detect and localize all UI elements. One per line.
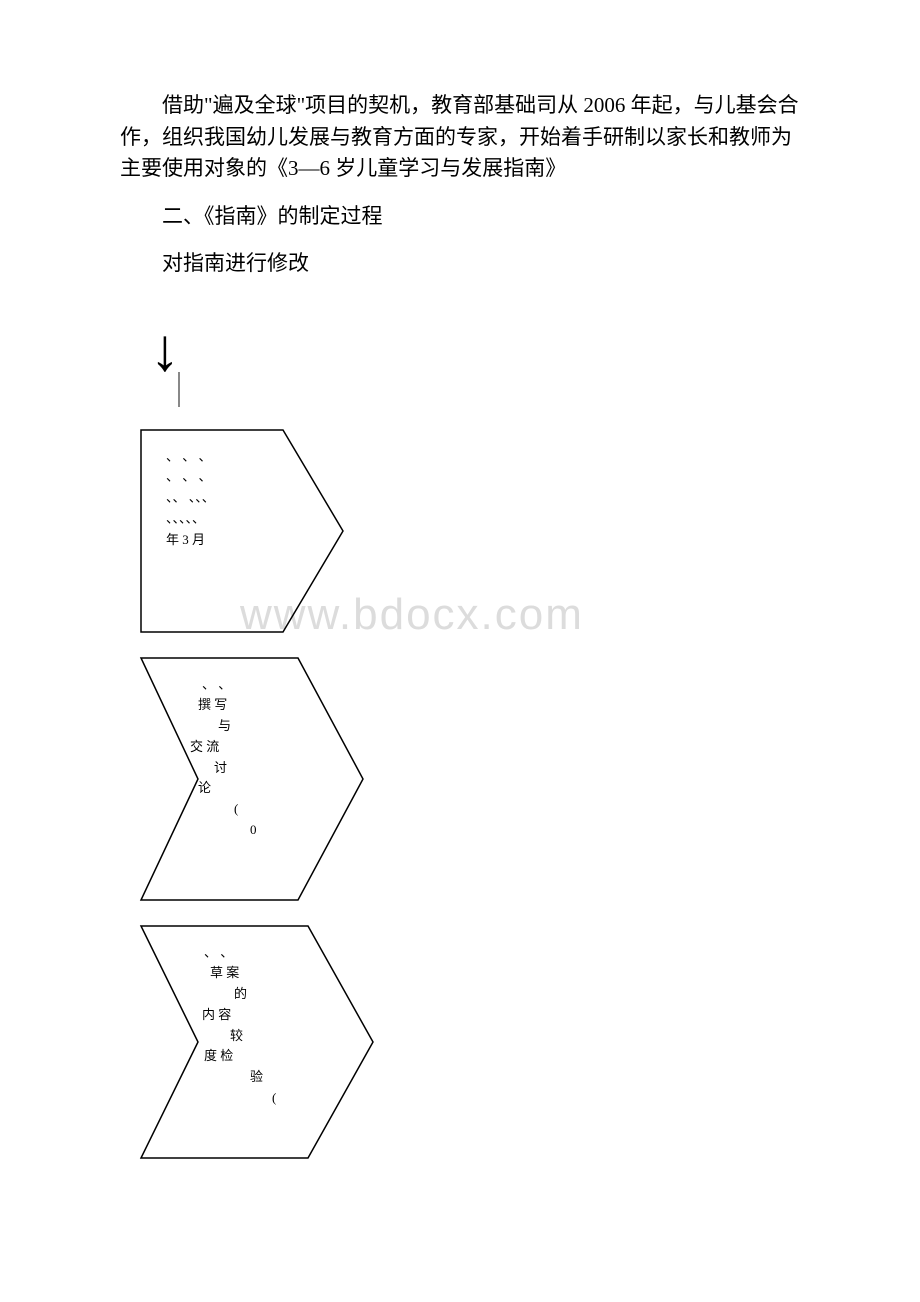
subtext-line: 对指南进行修改 — [120, 248, 800, 280]
document-content: 借助"遍及全球"项目的契机，教育部基础司从 2006 年起，与儿基会合作，组织我… — [120, 90, 800, 1161]
arrow-down-icon: ↓ — [150, 320, 800, 380]
arrow-down-container: ↓ — [150, 320, 800, 407]
flowchart-container: 、 、 、 、 、 、 、、 、、、 、、、、、 年 3 月 、 、 撰 写 与… — [138, 427, 800, 1161]
flowchart-step-3: 、 、 草 案 的 内 容 较 度 检 验 ( — [138, 923, 800, 1161]
chevron-shape-1 — [138, 427, 346, 635]
section-heading: 二、《指南》的制定过程 — [120, 201, 800, 233]
flowchart-step-1: 、 、 、 、 、 、 、、 、、、 、、、、、 年 3 月 — [138, 427, 800, 635]
chevron-shape-3 — [138, 923, 376, 1161]
chevron-shape-2 — [138, 655, 366, 903]
paragraph-intro: 借助"遍及全球"项目的契机，教育部基础司从 2006 年起，与儿基会合作，组织我… — [120, 90, 800, 185]
flowchart-step-2: 、 、 撰 写 与 交 流 讨 论 ( 0 — [138, 655, 800, 903]
